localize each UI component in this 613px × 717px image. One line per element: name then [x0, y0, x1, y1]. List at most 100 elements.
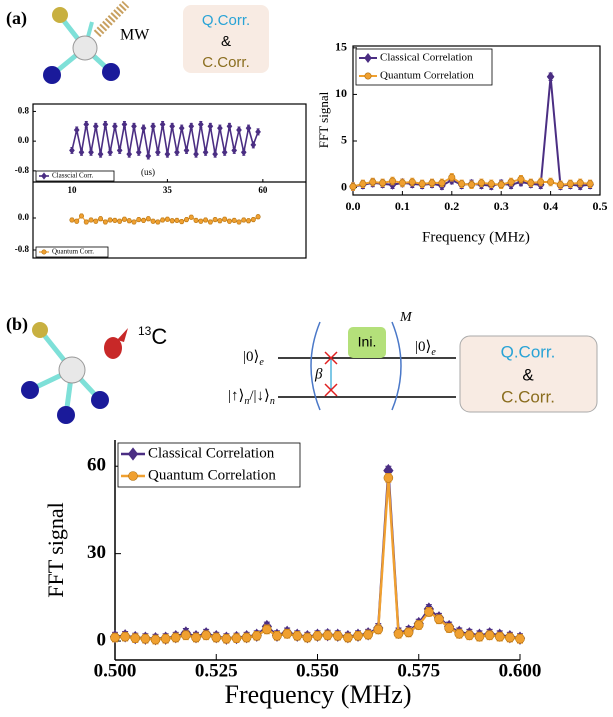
marker: [155, 148, 161, 156]
marker: [69, 217, 75, 223]
marker: [127, 447, 139, 461]
marker: [505, 632, 515, 643]
marker: [556, 181, 564, 189]
marker: [191, 632, 201, 643]
legend-box: [35, 246, 109, 258]
marker: [236, 126, 242, 134]
series-line: [352, 75, 591, 188]
marker: [537, 178, 545, 186]
x-tick-label: 0.500: [94, 660, 137, 681]
y-tick-label: 0: [341, 179, 347, 193]
marker: [312, 631, 323, 641]
marker: [424, 607, 434, 617]
marker: [302, 632, 313, 643]
electron-output: |0⟩e: [415, 339, 436, 358]
gate-label: Ini.: [358, 334, 377, 350]
x-axis-label: Frequency (MHz): [422, 229, 530, 245]
legend-label: Quantum Correlation: [148, 467, 276, 483]
marker: [150, 218, 156, 224]
marker: [140, 124, 147, 132]
marker: [487, 180, 495, 188]
marker: [250, 217, 256, 223]
marker: [251, 631, 262, 641]
ket: |0⟩: [415, 339, 431, 355]
marker: [130, 633, 141, 643]
marker: [403, 627, 414, 638]
marker: [121, 216, 127, 222]
marker: [207, 122, 214, 130]
marker: [178, 124, 185, 132]
marker: [468, 181, 476, 189]
marker: [69, 146, 75, 155]
marker: [438, 179, 446, 187]
marker: [150, 122, 156, 130]
legend-box: [35, 170, 115, 182]
marker: [169, 122, 176, 130]
y-tick-label: 10: [335, 86, 347, 100]
y-tick-label: 60: [87, 455, 106, 476]
marker: [74, 218, 80, 224]
marker: [78, 148, 85, 156]
marker: [255, 214, 261, 220]
marker: [92, 122, 99, 130]
marker: [140, 633, 151, 644]
and-label: &: [522, 365, 534, 384]
marker: [477, 179, 485, 187]
legend-label: Classical Correlation: [380, 52, 473, 64]
marker: [332, 631, 343, 641]
marker: [181, 630, 191, 641]
molecule-b: [21, 322, 128, 424]
marker: [128, 471, 138, 481]
marker: [364, 72, 372, 80]
x-axis-label: Frequency (MHz): [225, 680, 412, 709]
y-axis-label: FFT signal: [43, 502, 68, 598]
marker: [141, 217, 147, 223]
marker: [454, 628, 465, 639]
marker: [566, 180, 574, 188]
x-tick-label: 35: [163, 185, 173, 195]
ket: |0⟩: [243, 349, 259, 365]
marker: [527, 179, 535, 187]
marker: [164, 216, 170, 222]
marker: [159, 120, 166, 129]
marker: [120, 631, 130, 642]
marker: [222, 216, 228, 222]
marker: [116, 146, 123, 155]
marker: [135, 148, 142, 156]
mw-label: MW: [120, 27, 150, 44]
y-tick-label: 5: [341, 133, 347, 147]
marker: [202, 148, 209, 156]
marker: [576, 179, 584, 187]
marker: [241, 217, 247, 223]
c-corr-label: C.Corr.: [501, 387, 555, 406]
x-tick-label: 0.5: [593, 199, 608, 213]
marker: [428, 179, 436, 187]
marker: [373, 624, 384, 635]
x-tick-label: 10: [67, 185, 77, 195]
marker: [88, 148, 94, 156]
marker: [221, 148, 228, 156]
marker: [389, 177, 397, 185]
isotope-label: 13C: [138, 324, 167, 349]
marker: [497, 181, 505, 189]
x-tick-label: 0.3: [494, 199, 509, 213]
marker: [236, 219, 242, 225]
marker: [93, 218, 99, 224]
marker: [212, 150, 218, 158]
marker: [464, 630, 475, 641]
marker: [359, 180, 367, 188]
marker: [393, 628, 404, 639]
x-tick-label: 0.2: [444, 199, 459, 213]
marker: [145, 216, 151, 222]
marker: [126, 150, 133, 158]
marker: [363, 629, 373, 640]
marker: [83, 120, 90, 129]
circuit: [278, 321, 598, 413]
marker: [78, 213, 84, 219]
marker: [41, 249, 47, 255]
marker: [458, 180, 466, 188]
x-tick-label: 0.575: [397, 660, 440, 681]
marker: [188, 122, 195, 130]
marker: [246, 218, 252, 224]
panel-label: (a): [6, 8, 27, 29]
